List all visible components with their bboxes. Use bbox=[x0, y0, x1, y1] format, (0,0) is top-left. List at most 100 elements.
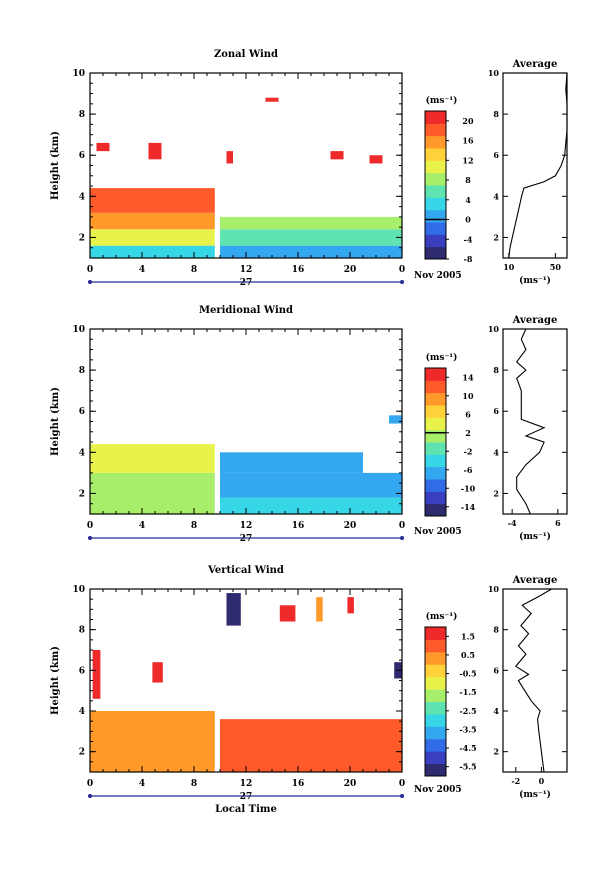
profile-x-tick-label: 50 bbox=[550, 262, 562, 272]
x-tick-label: 8 bbox=[191, 521, 197, 531]
profile-x-label: (ms⁻¹) bbox=[519, 789, 551, 800]
colorbar-tick-label: 8 bbox=[465, 175, 471, 185]
colorbar-segment bbox=[425, 701, 446, 715]
heatmap-cell bbox=[226, 151, 233, 164]
profile-x-label: (ms⁻¹) bbox=[519, 531, 551, 542]
profile-frame bbox=[502, 328, 568, 515]
colorbar-segment bbox=[425, 392, 446, 406]
heatmap-cell bbox=[90, 212, 215, 230]
heatmap-cell bbox=[330, 151, 344, 160]
profile-line bbox=[515, 328, 546, 515]
day-label: 27 bbox=[240, 534, 253, 544]
colorbar-segment bbox=[425, 689, 446, 702]
heatmap-cell bbox=[265, 97, 279, 102]
heatmap-cell bbox=[220, 229, 402, 246]
heatmap-cell bbox=[90, 472, 215, 498]
y-tick-label: 6 bbox=[79, 407, 85, 417]
colorbar-units: (ms⁻¹) bbox=[426, 95, 458, 106]
colorbar-segment bbox=[425, 491, 446, 505]
colorbar-segment bbox=[425, 222, 446, 235]
colorbar-tick-label: 2 bbox=[465, 428, 471, 438]
colorbar-tick-label: 14 bbox=[462, 372, 474, 382]
profile-x-tick-label: 6 bbox=[555, 518, 561, 528]
colorbar-segment bbox=[425, 738, 446, 752]
colorbar-segment bbox=[425, 651, 446, 665]
colorbar-segment bbox=[425, 246, 446, 260]
y-tick-label: 6 bbox=[79, 666, 85, 676]
y-tick-label: 8 bbox=[79, 626, 85, 636]
x-tick-label: 0 bbox=[399, 521, 405, 531]
day-axis-end bbox=[400, 536, 404, 540]
profile-y-tick-label: 2 bbox=[493, 232, 499, 242]
colorbar-segment bbox=[425, 160, 446, 174]
y-tick-label: 4 bbox=[79, 192, 85, 202]
day-axis-end bbox=[400, 280, 404, 284]
heatmap-cell bbox=[90, 711, 215, 772]
profile-y-tick-label: 6 bbox=[493, 665, 499, 675]
x-tick-label: 16 bbox=[292, 779, 305, 789]
chart-title: Vertical Wind bbox=[207, 565, 284, 576]
y-tick-label: 10 bbox=[72, 585, 85, 595]
x-tick-label: 8 bbox=[191, 265, 197, 275]
colorbar-segment bbox=[425, 209, 446, 223]
y-axis-label: Height (km) bbox=[50, 131, 61, 200]
x-tick-label: 0 bbox=[399, 265, 405, 275]
colorbar-segment bbox=[425, 111, 446, 124]
y-tick-label: 2 bbox=[79, 748, 85, 758]
profile-x-tick-label: -4 bbox=[508, 518, 517, 528]
date-label: Nov 2005 bbox=[414, 785, 462, 795]
colorbar-segment bbox=[425, 234, 446, 248]
profile-y-tick-label: 4 bbox=[493, 191, 499, 201]
profile-line bbox=[514, 588, 552, 773]
colorbar-segment bbox=[425, 763, 446, 777]
colorbar-segment bbox=[425, 123, 446, 137]
colorbar-tick-label: 10 bbox=[462, 391, 474, 401]
colorbar-frame bbox=[424, 626, 447, 777]
profile-title: Average bbox=[512, 575, 558, 586]
profile-y-tick-label: 10 bbox=[488, 584, 500, 594]
colorbar-segment bbox=[425, 172, 446, 186]
chart-title: Meridional Wind bbox=[199, 305, 293, 316]
x-axis-label: Local Time bbox=[215, 804, 277, 815]
colorbar-tick-label: 6 bbox=[465, 409, 471, 419]
colorbar-frame bbox=[424, 367, 447, 517]
colorbar-segment bbox=[425, 380, 446, 394]
colorbar-tick-label: 0 bbox=[465, 215, 471, 225]
day-label: 27 bbox=[240, 792, 253, 802]
colorbar-segment bbox=[425, 185, 446, 198]
colorbar-segment bbox=[425, 417, 446, 431]
day-axis-end bbox=[88, 536, 92, 540]
colorbar-segment bbox=[425, 429, 446, 443]
colorbar-tick-label: -0.5 bbox=[459, 669, 476, 679]
x-tick-label: 4 bbox=[139, 779, 145, 789]
profile-y-tick-label: 4 bbox=[493, 447, 499, 457]
profile-title: Average bbox=[512, 59, 558, 70]
colorbar-tick-label: -8 bbox=[464, 254, 473, 264]
y-tick-label: 8 bbox=[79, 366, 85, 376]
day-axis-end bbox=[400, 794, 404, 798]
colorbar-tick-label: -4.5 bbox=[459, 743, 476, 753]
colorbar-tick-label: -3.5 bbox=[459, 724, 476, 734]
colorbar-tick-label: -2 bbox=[464, 446, 473, 456]
x-tick-label: 0 bbox=[399, 779, 405, 789]
colorbar-tick-label: 20 bbox=[462, 116, 474, 126]
heatmap-cell bbox=[347, 597, 354, 614]
x-tick-label: 12 bbox=[240, 521, 253, 531]
x-tick-label: 20 bbox=[344, 265, 357, 275]
chart-title: Zonal Wind bbox=[214, 49, 278, 60]
heatmap-cell bbox=[90, 444, 215, 473]
day-axis-end bbox=[88, 280, 92, 284]
x-tick-label: 12 bbox=[240, 265, 253, 275]
x-tick-label: 8 bbox=[191, 779, 197, 789]
colorbar-units: (ms⁻¹) bbox=[426, 611, 458, 622]
colorbar-segment bbox=[425, 639, 446, 653]
profile-x-tick-label: -2 bbox=[511, 776, 520, 786]
heatmap-cell bbox=[96, 142, 110, 152]
heatmap-cell bbox=[316, 597, 323, 622]
colorbar-segment bbox=[425, 503, 446, 517]
colorbar-tick-label: -14 bbox=[461, 502, 476, 512]
x-tick-label: 16 bbox=[292, 265, 305, 275]
profile-line bbox=[508, 72, 568, 259]
heatmap-cell bbox=[90, 497, 215, 514]
y-tick-label: 2 bbox=[79, 233, 85, 243]
